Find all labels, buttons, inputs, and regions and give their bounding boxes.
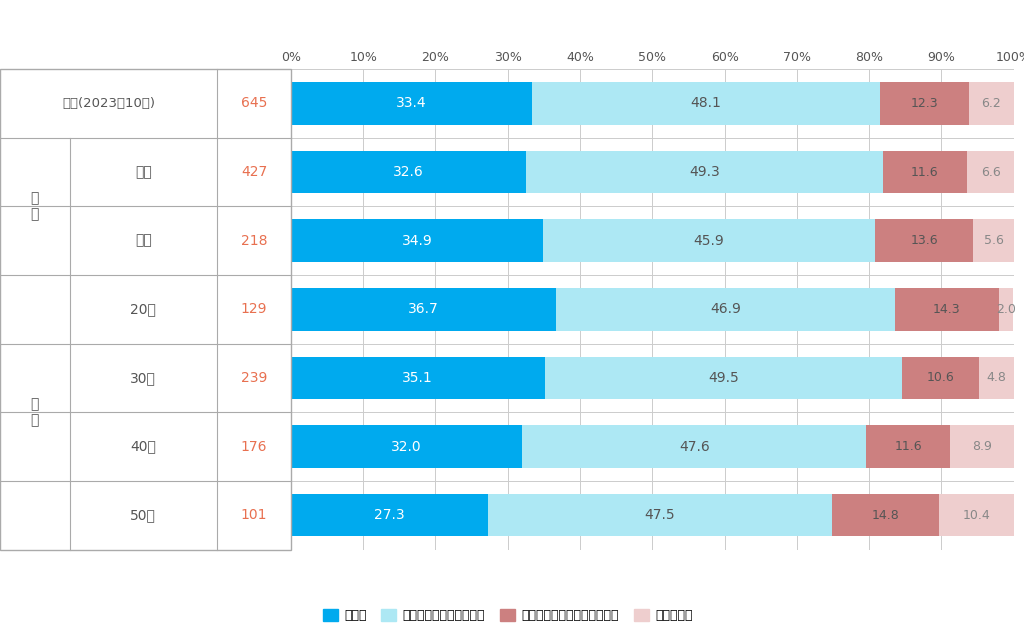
- Bar: [880, 82, 969, 125]
- Text: 32.6: 32.6: [393, 165, 424, 179]
- Text: 12.3: 12.3: [910, 97, 938, 110]
- Bar: [291, 82, 532, 125]
- Text: 47.6: 47.6: [679, 440, 710, 453]
- Text: 34.9: 34.9: [401, 234, 432, 247]
- Text: 101: 101: [241, 508, 267, 522]
- Text: 10.4: 10.4: [963, 509, 990, 522]
- Bar: [950, 425, 1015, 468]
- Text: 10.6: 10.6: [927, 371, 954, 384]
- Text: 6.2: 6.2: [981, 97, 1001, 110]
- Text: 8.9: 8.9: [973, 440, 992, 453]
- Text: 239: 239: [241, 371, 267, 385]
- Text: 427: 427: [241, 165, 267, 179]
- Text: 45.9: 45.9: [693, 234, 724, 247]
- Bar: [532, 82, 880, 125]
- Bar: [973, 219, 1014, 262]
- Bar: [488, 494, 831, 536]
- Text: 男性: 男性: [135, 165, 152, 179]
- Text: 27.3: 27.3: [374, 508, 404, 522]
- Text: 年
代: 年 代: [31, 397, 39, 427]
- Text: 11.6: 11.6: [894, 440, 922, 453]
- Text: 176: 176: [241, 440, 267, 453]
- Bar: [291, 288, 556, 330]
- Text: 645: 645: [241, 96, 267, 111]
- Text: 6.6: 6.6: [981, 166, 1000, 178]
- Bar: [874, 219, 973, 262]
- Text: 50代: 50代: [130, 508, 157, 522]
- Bar: [998, 288, 1013, 330]
- Legend: 高まる, どちらかといえば高まる, どちらかといえば高まらない, 高まらない: 高まる, どちらかといえば高まる, どちらかといえば高まらない, 高まらない: [317, 604, 697, 627]
- Text: 4.8: 4.8: [986, 371, 1007, 384]
- Text: 218: 218: [241, 234, 267, 247]
- Bar: [522, 425, 866, 468]
- Text: 13.6: 13.6: [910, 234, 938, 247]
- Text: 14.8: 14.8: [871, 509, 899, 522]
- Text: 46.9: 46.9: [711, 302, 741, 317]
- Bar: [979, 357, 1014, 399]
- Bar: [883, 151, 967, 193]
- Text: 33.4: 33.4: [396, 96, 427, 111]
- Bar: [866, 425, 950, 468]
- Text: 47.5: 47.5: [644, 508, 675, 522]
- Bar: [291, 151, 526, 193]
- Bar: [902, 357, 979, 399]
- Text: 36.7: 36.7: [409, 302, 439, 317]
- Text: 女性: 女性: [135, 234, 152, 247]
- Text: 5.6: 5.6: [984, 234, 1004, 247]
- Text: 48.1: 48.1: [691, 96, 722, 111]
- Bar: [556, 288, 895, 330]
- Bar: [969, 82, 1014, 125]
- Text: 30代: 30代: [130, 371, 157, 385]
- Text: 49.5: 49.5: [709, 371, 739, 385]
- Bar: [545, 357, 902, 399]
- Bar: [291, 219, 543, 262]
- Text: 20代: 20代: [130, 302, 157, 317]
- Text: 2.0: 2.0: [996, 303, 1016, 316]
- Bar: [895, 288, 998, 330]
- Bar: [967, 151, 1015, 193]
- Bar: [939, 494, 1014, 536]
- Text: 11.6: 11.6: [911, 166, 939, 178]
- Text: 49.3: 49.3: [689, 165, 720, 179]
- Bar: [291, 494, 488, 536]
- Text: 性
別: 性 別: [31, 192, 39, 222]
- Bar: [291, 425, 522, 468]
- Text: 32.0: 32.0: [391, 440, 422, 453]
- Bar: [291, 357, 545, 399]
- Text: 129: 129: [241, 302, 267, 317]
- Text: 14.3: 14.3: [933, 303, 961, 316]
- Bar: [543, 219, 874, 262]
- Bar: [526, 151, 883, 193]
- Bar: [831, 494, 939, 536]
- Text: 35.1: 35.1: [402, 371, 433, 385]
- Text: 全体(2023年10月): 全体(2023年10月): [62, 97, 155, 110]
- Text: 40代: 40代: [130, 440, 157, 453]
